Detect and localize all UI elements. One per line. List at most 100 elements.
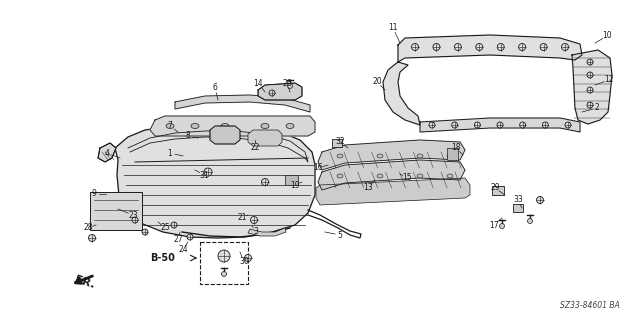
- Circle shape: [587, 102, 593, 108]
- Circle shape: [142, 229, 148, 235]
- Polygon shape: [248, 228, 286, 236]
- Circle shape: [536, 196, 543, 204]
- Text: 21: 21: [237, 213, 247, 222]
- Text: 4: 4: [104, 148, 110, 157]
- Text: 7: 7: [168, 122, 173, 131]
- Text: 27: 27: [173, 236, 183, 244]
- Ellipse shape: [221, 124, 229, 129]
- Circle shape: [187, 234, 193, 240]
- Ellipse shape: [447, 154, 453, 158]
- Ellipse shape: [417, 154, 423, 158]
- Circle shape: [587, 87, 593, 93]
- Polygon shape: [447, 148, 458, 160]
- Circle shape: [475, 122, 480, 128]
- Ellipse shape: [191, 124, 199, 129]
- Circle shape: [587, 59, 593, 65]
- Text: 33: 33: [513, 196, 523, 204]
- Text: 18: 18: [451, 143, 461, 153]
- Polygon shape: [316, 178, 470, 205]
- Circle shape: [499, 223, 505, 228]
- Text: 17: 17: [489, 220, 499, 229]
- Text: 9: 9: [92, 189, 96, 198]
- Text: 5: 5: [338, 230, 343, 239]
- Ellipse shape: [377, 154, 383, 158]
- Circle shape: [222, 271, 227, 276]
- Text: B-50: B-50: [150, 253, 175, 263]
- Text: 2: 2: [594, 103, 599, 113]
- Polygon shape: [150, 116, 315, 136]
- Text: 14: 14: [253, 78, 263, 87]
- Circle shape: [587, 72, 593, 78]
- Text: FR.: FR.: [74, 274, 96, 290]
- Polygon shape: [115, 126, 315, 238]
- Polygon shape: [572, 50, 612, 124]
- Ellipse shape: [417, 174, 423, 178]
- Circle shape: [218, 250, 230, 262]
- Text: 16: 16: [313, 164, 323, 172]
- Polygon shape: [248, 130, 282, 146]
- Polygon shape: [210, 126, 240, 144]
- Bar: [513, 204, 523, 212]
- Circle shape: [262, 179, 269, 186]
- Circle shape: [269, 90, 275, 96]
- Text: 3: 3: [254, 228, 259, 236]
- Circle shape: [454, 44, 461, 51]
- Text: 19: 19: [290, 180, 300, 189]
- Ellipse shape: [337, 154, 343, 158]
- Text: 29: 29: [490, 183, 500, 193]
- Polygon shape: [318, 140, 465, 170]
- Text: 13: 13: [363, 183, 373, 193]
- Circle shape: [452, 122, 457, 128]
- Text: 8: 8: [185, 132, 190, 140]
- Circle shape: [540, 44, 547, 51]
- Text: 15: 15: [402, 173, 412, 182]
- Circle shape: [542, 122, 548, 128]
- Text: 28: 28: [83, 223, 93, 233]
- Ellipse shape: [377, 174, 383, 178]
- Ellipse shape: [261, 124, 269, 129]
- Circle shape: [520, 122, 526, 128]
- Text: 20: 20: [372, 77, 382, 86]
- Circle shape: [132, 217, 138, 223]
- Text: 22: 22: [250, 143, 260, 153]
- Polygon shape: [318, 160, 465, 190]
- Circle shape: [497, 44, 505, 51]
- Circle shape: [527, 219, 533, 223]
- Circle shape: [250, 217, 257, 223]
- Bar: [492, 186, 504, 195]
- Text: 30: 30: [239, 258, 249, 267]
- Polygon shape: [285, 175, 298, 185]
- Circle shape: [171, 222, 177, 228]
- Ellipse shape: [337, 174, 343, 178]
- Circle shape: [204, 168, 212, 176]
- Circle shape: [287, 84, 292, 89]
- Text: 23: 23: [128, 211, 138, 220]
- Circle shape: [476, 44, 483, 51]
- Circle shape: [89, 235, 96, 242]
- Circle shape: [519, 44, 526, 51]
- Polygon shape: [383, 62, 420, 125]
- Polygon shape: [175, 95, 310, 112]
- Text: 11: 11: [388, 23, 397, 33]
- Text: 12: 12: [605, 76, 614, 84]
- Text: 1: 1: [168, 148, 173, 157]
- Ellipse shape: [447, 174, 453, 178]
- Polygon shape: [98, 143, 116, 162]
- Circle shape: [497, 122, 503, 128]
- Bar: [90, 192, 142, 230]
- Bar: [200, 242, 248, 284]
- Circle shape: [565, 122, 571, 128]
- Circle shape: [561, 44, 568, 51]
- Bar: [332, 139, 342, 147]
- Polygon shape: [420, 118, 580, 132]
- Text: 31: 31: [199, 171, 209, 180]
- Text: SZ33-84601 BA: SZ33-84601 BA: [560, 301, 620, 310]
- Circle shape: [245, 254, 252, 261]
- Circle shape: [429, 122, 435, 128]
- Text: 32: 32: [335, 138, 345, 147]
- Circle shape: [433, 44, 440, 51]
- Ellipse shape: [286, 124, 294, 129]
- Text: 26: 26: [282, 78, 292, 87]
- Ellipse shape: [166, 124, 174, 129]
- Polygon shape: [258, 83, 302, 100]
